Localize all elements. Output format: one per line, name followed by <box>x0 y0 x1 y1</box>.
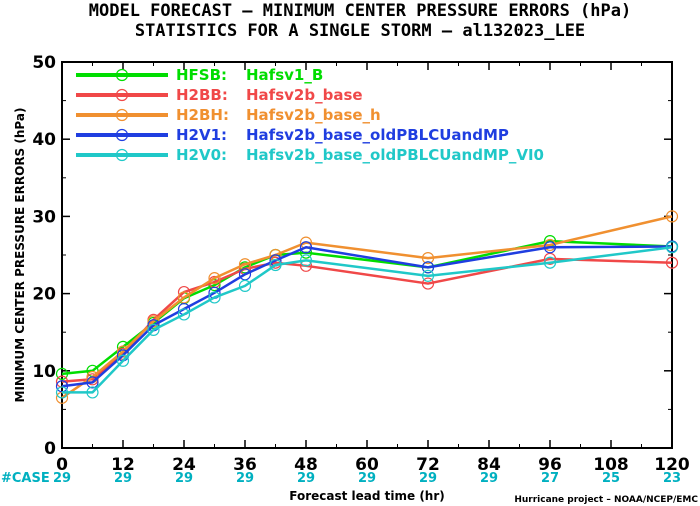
case-count-label: 23 <box>663 471 681 486</box>
data-point <box>86 376 99 389</box>
y-tick-label: 20 <box>32 285 56 305</box>
data-point <box>177 308 191 321</box>
x-tick-label: 24 <box>172 455 196 475</box>
data-point <box>238 258 252 271</box>
x-tick-label: 96 <box>538 455 562 475</box>
y-tick-label: 40 <box>32 130 56 150</box>
case-count-label: 29 <box>297 471 315 486</box>
case-count-label: 29 <box>175 471 193 486</box>
data-point <box>299 241 313 254</box>
legend-desc: Hafsv2b_base <box>246 86 363 104</box>
legend: HFSB: Hafsv1_B H2BB: Hafsv2b_base H2BH: Hafsv… <box>76 66 544 164</box>
data-point <box>299 254 313 267</box>
case-count-label: 29 <box>480 471 498 486</box>
x-tick-label: 72 <box>416 455 440 475</box>
x-tick-label: 108 <box>593 455 629 475</box>
case-count-label: 29 <box>236 471 254 486</box>
legend-name: H2BH: <box>176 106 229 124</box>
data-point <box>543 256 557 269</box>
x-tick-label: 120 <box>654 455 690 475</box>
data-point <box>543 241 557 254</box>
data-point <box>665 256 679 269</box>
case-label: #CASE <box>1 471 50 486</box>
x-tick-label: 0 <box>56 455 68 475</box>
data-point <box>421 277 435 290</box>
x-tick-label: 48 <box>294 455 318 475</box>
data-point <box>421 261 435 274</box>
legend-marker <box>115 68 129 82</box>
case-count-label: 29 <box>114 471 132 486</box>
y-axis-label: MINIMUM CENTER PRESSURE ERRORS (hPa) <box>13 108 27 403</box>
series-Hafsv2b_base_oldPBLCUandMP_VI0 <box>55 241 679 399</box>
case-count-label: 25 <box>602 471 620 486</box>
data-point <box>147 323 160 336</box>
chart-title: MODEL FORECAST – MINIMUM CENTER PRESSURE… <box>89 1 631 21</box>
legend-marker <box>115 148 129 162</box>
x-axis-label: Forecast lead time (hr) <box>289 489 445 503</box>
data-point <box>86 386 99 399</box>
data-point <box>269 258 282 272</box>
y-tick-label: 10 <box>32 362 56 382</box>
series-Hafsv2b_base_h <box>55 210 679 404</box>
y-tick-label: 50 <box>32 53 56 73</box>
case-count-label: 29 <box>358 471 376 486</box>
legend-marker <box>115 108 129 122</box>
chart-subtitle: STATISTICS FOR A SINGLE STORM – al132023… <box>135 21 585 41</box>
legend-desc: Hafsv1_B <box>246 66 323 84</box>
data-point <box>208 291 221 304</box>
credit-text: Hurricane project – NOAA/NCEP/EMC <box>514 495 698 505</box>
y-tick-label: 0 <box>44 439 56 459</box>
legend-name: HFSB: <box>176 66 227 84</box>
data-point <box>55 367 69 380</box>
legend-desc: Hafsv2b_base_h <box>246 106 381 124</box>
x-tick-label: 60 <box>355 455 379 475</box>
series-line <box>62 246 673 394</box>
x-tick-label: 36 <box>233 455 257 475</box>
legend-marker <box>115 88 129 102</box>
data-point <box>665 210 679 223</box>
legend-desc: Hafsv2b_base_oldPBLCUandMP_VI0 <box>246 146 544 164</box>
data-point <box>665 241 679 254</box>
x-tick-label: 12 <box>111 455 135 475</box>
data-point <box>421 269 435 282</box>
case-count-label: 27 <box>541 471 559 486</box>
axes: 0 12 24 36 48 60 72 84 96 108 120 0 10 20 30 40 50 29 29 29… <box>32 53 690 486</box>
legend-name: H2BB: <box>176 86 228 104</box>
data-point <box>55 386 69 399</box>
series-Hafsv2b_base <box>55 252 679 388</box>
data-point <box>116 354 130 367</box>
legend-desc: Hafsv2b_base_oldPBLCUandMP <box>246 126 509 144</box>
y-tick-label: 30 <box>32 207 56 227</box>
case-count-label: 29 <box>419 471 437 486</box>
x-tick-label: 84 <box>477 455 501 475</box>
data-point <box>238 279 252 292</box>
data-point <box>208 272 221 285</box>
series-lines <box>55 210 679 404</box>
data-point <box>421 251 435 265</box>
legend-marker <box>115 128 129 142</box>
case-count-label: 29 <box>53 471 71 486</box>
legend-name: H2V1: <box>176 126 227 144</box>
legend-name: H2V0: <box>176 146 227 164</box>
